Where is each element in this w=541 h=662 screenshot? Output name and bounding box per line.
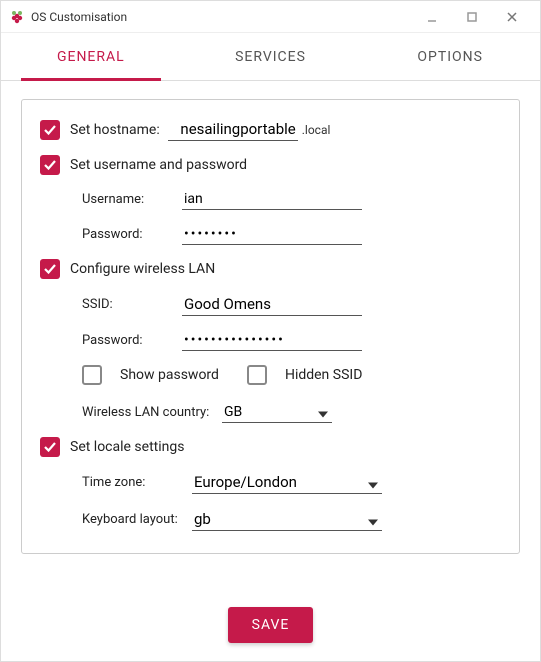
password-label: Password: xyxy=(82,227,182,242)
raspberry-icon xyxy=(9,9,25,25)
wifi-password-label: Password: xyxy=(82,333,182,348)
window-title: OS Customisation xyxy=(31,10,127,24)
userpass-label: Set username and password xyxy=(70,157,247,173)
hidden-ssid-label: Hidden SSID xyxy=(285,367,362,383)
userpass-checkbox[interactable] xyxy=(40,155,60,175)
content-area: Set hostname: .local Set username and pa… xyxy=(1,81,540,595)
username-input[interactable] xyxy=(182,189,362,210)
ssid-input[interactable] xyxy=(182,293,362,316)
password-input[interactable]: •••••••• xyxy=(182,224,362,245)
userpass-row: Set username and password xyxy=(40,155,501,175)
hostname-row: Set hostname: .local xyxy=(40,118,501,141)
hostname-checkbox[interactable] xyxy=(40,120,60,140)
username-label: Username: xyxy=(82,192,182,207)
close-button[interactable] xyxy=(492,3,532,31)
timezone-select[interactable]: Europe/London xyxy=(192,471,382,494)
tab-general[interactable]: GENERAL xyxy=(1,33,181,80)
maximize-button[interactable] xyxy=(452,3,492,31)
hidden-ssid-checkbox[interactable] xyxy=(247,365,267,385)
minimize-button[interactable] xyxy=(412,3,452,31)
locale-label: Set locale settings xyxy=(70,439,184,455)
titlebar: OS Customisation xyxy=(1,1,540,33)
wifi-password-input[interactable]: ••••••••••••••• xyxy=(182,330,362,351)
locale-row: Set locale settings xyxy=(40,437,501,457)
show-password-label: Show password xyxy=(120,367,219,383)
tab-options[interactable]: OPTIONS xyxy=(360,33,540,80)
save-button[interactable]: SAVE xyxy=(228,607,314,643)
hostname-input[interactable] xyxy=(168,118,298,141)
os-customisation-window: OS Customisation GENERAL SERVICES OPTION… xyxy=(0,0,541,662)
footer: SAVE xyxy=(1,595,540,661)
hostname-suffix: .local xyxy=(302,123,331,137)
wifi-checkbox[interactable] xyxy=(40,259,60,279)
hostname-label: Set hostname: xyxy=(70,122,160,138)
wifi-row: Configure wireless LAN xyxy=(40,259,501,279)
tab-services[interactable]: SERVICES xyxy=(181,33,361,80)
tab-bar: GENERAL SERVICES OPTIONS xyxy=(1,33,540,81)
timezone-label: Time zone: xyxy=(82,475,192,490)
ssid-label: SSID: xyxy=(82,297,182,312)
keyboard-select[interactable]: gb xyxy=(192,508,382,531)
locale-checkbox[interactable] xyxy=(40,437,60,457)
keyboard-label: Keyboard layout: xyxy=(82,512,192,527)
settings-panel: Set hostname: .local Set username and pa… xyxy=(21,99,520,554)
show-password-checkbox[interactable] xyxy=(82,365,102,385)
wifi-country-select[interactable]: GB xyxy=(222,402,332,423)
wifi-country-label: Wireless LAN country: xyxy=(82,405,222,420)
wifi-label: Configure wireless LAN xyxy=(70,261,215,277)
